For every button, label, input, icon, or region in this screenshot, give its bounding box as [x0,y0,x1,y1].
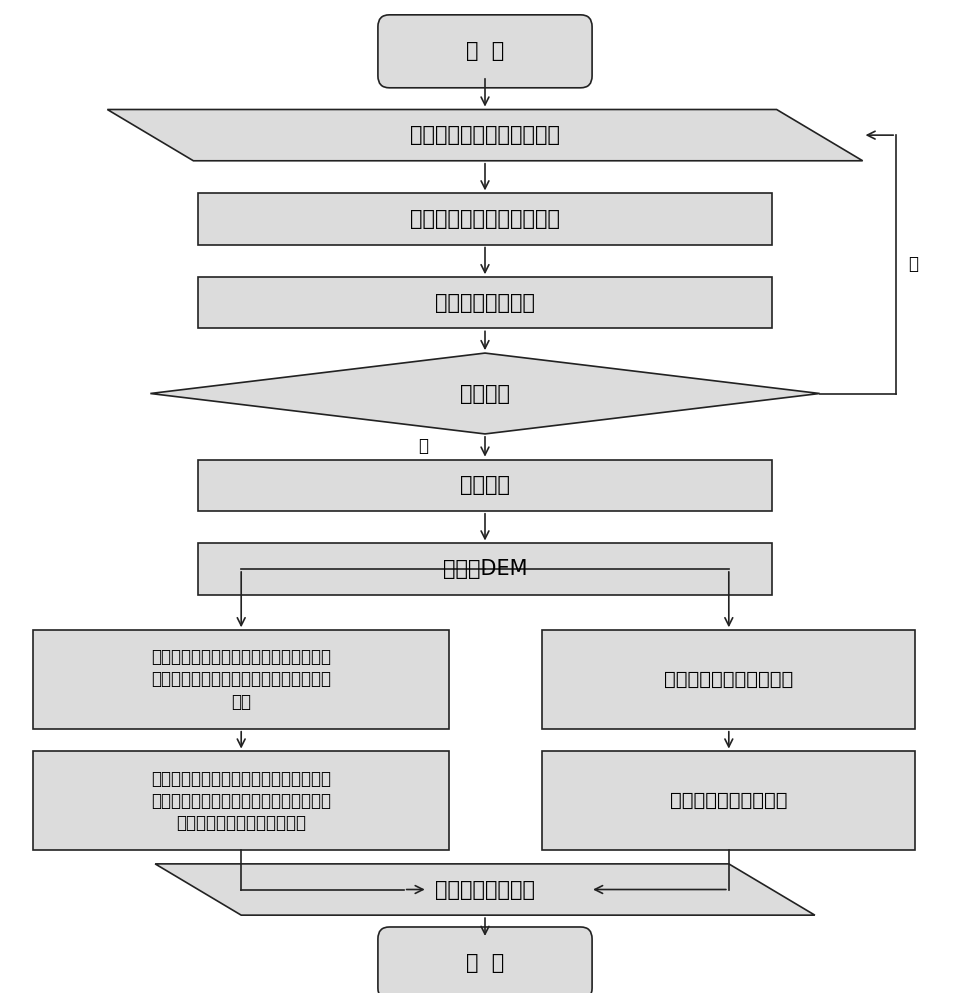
Text: 点云滤波: 点云滤波 [459,383,510,403]
Bar [198,460,771,511]
Text: 滑坡体的坡度模型、坡向模型、等高线模
型、坡顶坡底特征线模型、台阶特征线模
型等: 滑坡体的坡度模型、坡向模型、等高线模 型、坡顶坡底特征线模型、台阶特征线模 型等 [151,648,330,711]
Text: 输入两期激光雷达点云数据: 输入两期激光雷达点云数据 [410,125,559,145]
Bar [542,751,915,850]
Bar [198,277,771,328]
Polygon shape [155,864,814,915]
Text: 滑坡体的滑石岩土方量: 滑坡体的滑石岩土方量 [670,791,787,810]
Text: 开  始: 开 始 [465,41,504,61]
Text: 结  束: 结 束 [465,953,504,973]
Text: 点云数据坐标转换: 点云数据坐标转换 [434,293,535,313]
Bar [33,630,449,729]
Text: 是: 是 [418,437,427,455]
Polygon shape [150,353,819,434]
Text: 滑坡体的高度差变化模型: 滑坡体的高度差变化模型 [664,670,793,689]
Text: 滑坡体的坡度差变化模型、坡向差变化模
型、等高线变化模型、坡顶坡底特征线变
化模型、台阶特征线变化模型: 滑坡体的坡度差变化模型、坡向差变化模 型、等高线变化模型、坡顶坡底特征线变 化模… [151,770,330,832]
Text: 滑坡体DEM: 滑坡体DEM [442,559,527,579]
Text: 滑坡体的变化检测: 滑坡体的变化检测 [434,880,535,900]
Bar [198,543,771,595]
Text: 否: 否 [907,255,918,273]
Bar [542,630,915,729]
FancyBboxPatch shape [378,15,591,88]
Bar [198,193,771,245]
FancyBboxPatch shape [378,927,591,1000]
Polygon shape [108,109,861,161]
Bar [33,751,449,850]
Text: 数据预处理（包括重采样）: 数据预处理（包括重采样） [410,209,559,229]
Text: 地面点云: 地面点云 [459,475,510,495]
